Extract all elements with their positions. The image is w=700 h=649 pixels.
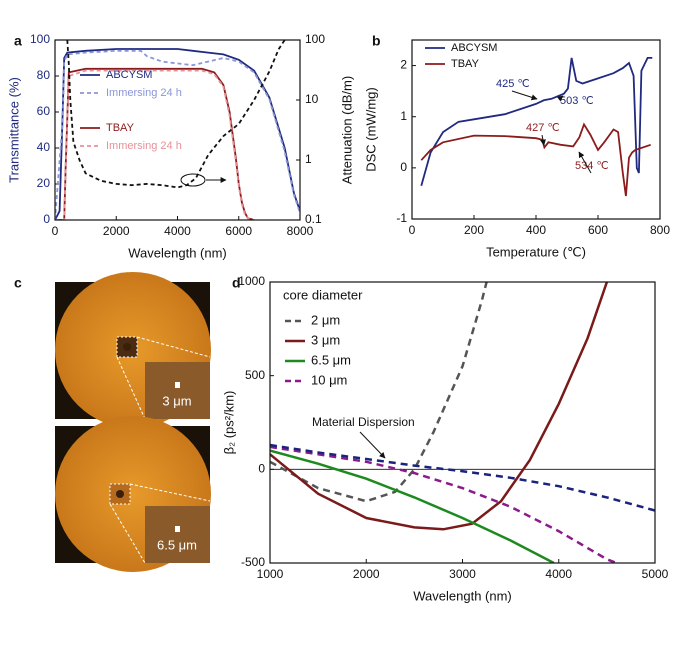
y-tick-label: 1 [400, 109, 407, 123]
panel-label: a [14, 33, 22, 49]
zoom-line [116, 356, 146, 420]
x-tick-label: 4000 [164, 224, 191, 238]
x-tick-label: 1000 [257, 567, 284, 581]
annotation: 425 ℃ [496, 78, 530, 90]
y-tick-label: 100 [30, 32, 50, 46]
core [116, 490, 124, 498]
y2-tick-label: 1 [305, 152, 312, 166]
plot-frame [411, 39, 661, 220]
x-tick-label: 0 [409, 223, 416, 237]
series-line [270, 445, 617, 563]
x-axis-title: Wavelength (nm) [413, 588, 512, 603]
annotation-arrow [539, 134, 546, 146]
panel-label: b [372, 33, 381, 49]
y-tick-label: 60 [37, 104, 51, 118]
series-line [55, 49, 300, 220]
series-line [420, 122, 651, 197]
inset [145, 362, 210, 419]
y-tick-label: 2 [400, 58, 407, 72]
series-line [270, 449, 555, 563]
x-tick-label: 2000 [103, 224, 130, 238]
annotation: 427 ℃ [526, 122, 560, 134]
inset [145, 506, 210, 563]
legend-label: ABCYSM [106, 69, 152, 81]
plot-frame [269, 281, 656, 564]
series-line [270, 443, 655, 512]
y-axis-title: DSC (mW/mg) [363, 87, 378, 172]
y2-tick-label: 100 [305, 32, 325, 46]
y-tick-label: -1 [396, 211, 407, 225]
y2-axis-title: Attenuation (dB/m) [339, 76, 354, 184]
y2-tick-label: 0.1 [305, 212, 322, 226]
x-tick-label: 4000 [545, 567, 572, 581]
legend-label: 2 μm [311, 312, 340, 327]
annotation-arrow [359, 431, 386, 459]
y-tick-label: 500 [245, 368, 265, 382]
zoom-line [109, 503, 146, 564]
x-tick-label: 600 [588, 223, 608, 237]
legend-label: 10 μm [311, 372, 347, 387]
annotation-arrow [511, 90, 538, 101]
core [123, 343, 131, 351]
y-tick-label: 0 [43, 212, 50, 226]
y-tick-label: 1000 [238, 274, 265, 288]
annotation: 534 ℃ [575, 160, 609, 172]
y-tick-label: 20 [37, 176, 51, 190]
panel-label: d [232, 275, 241, 291]
legend-label: TBAY [451, 58, 480, 70]
legend-label: TBAY [106, 122, 135, 134]
legend-label: 3 μm [311, 332, 340, 347]
legend-label: 6.5 μm [311, 352, 351, 367]
x-tick-label: 8000 [287, 224, 314, 238]
legend-label: Immersing 24 h [106, 140, 182, 152]
annotation: 503 ℃ [560, 95, 594, 107]
y-tick-label: 0 [400, 160, 407, 174]
y-tick-label: 80 [37, 68, 51, 82]
scale-bar [175, 526, 180, 532]
y2-tick-label: 10 [305, 92, 319, 106]
plot-frame [54, 39, 301, 221]
series-line [420, 57, 653, 187]
x-axis-title: Temperature (℃) [486, 244, 586, 259]
zoom-line [129, 483, 211, 502]
legend-title: core diameter [283, 287, 363, 302]
series-line [270, 282, 488, 503]
x-tick-label: 200 [464, 223, 484, 237]
annotation-ellipse [180, 173, 206, 187]
y-axis-title: Transmittance (%) [6, 77, 21, 183]
annotation-arrow [578, 151, 592, 174]
zoom-line [136, 336, 211, 358]
x-tick-label: 6000 [225, 224, 252, 238]
legend-label: ABCYSM [451, 42, 497, 54]
x-axis-title: Wavelength (nm) [128, 245, 227, 260]
scale-bar [175, 382, 180, 388]
inset-label: 3 μm [162, 393, 191, 408]
y-tick-label: 0 [258, 462, 265, 476]
x-tick-label: 0 [52, 224, 59, 238]
x-tick-label: 2000 [353, 567, 380, 581]
x-tick-label: 400 [526, 223, 546, 237]
inset-label: 6.5 μm [157, 537, 197, 552]
y-tick-label: 40 [37, 140, 51, 154]
y-tick-label: -500 [241, 555, 265, 569]
x-tick-label: 800 [650, 223, 670, 237]
series-line [66, 40, 286, 189]
legend-label: Immersing 24 h [106, 87, 182, 99]
panel-label: c [14, 275, 22, 291]
series-line [55, 69, 255, 220]
x-tick-label: 3000 [449, 567, 476, 581]
series-annotation: Material Dispersion [312, 415, 415, 429]
annotation-arrow [556, 95, 564, 102]
y-axis-title: β₂ (ps²/km) [221, 391, 236, 455]
x-tick-label: 5000 [642, 567, 669, 581]
